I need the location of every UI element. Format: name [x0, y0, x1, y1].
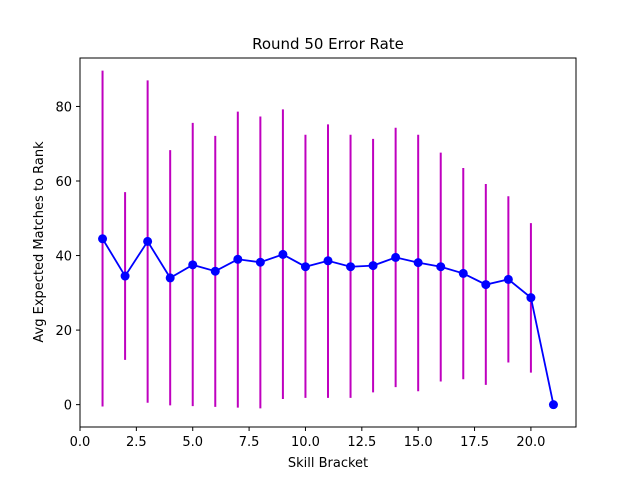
data-point — [188, 260, 198, 270]
x-tick-label: 12.5 — [347, 435, 376, 450]
x-tick-label: 0.0 — [70, 435, 91, 450]
data-point — [526, 293, 536, 303]
data-point — [346, 262, 356, 272]
data-point — [210, 266, 220, 276]
x-tick-label: 5.0 — [182, 435, 203, 450]
plot-frame — [79, 57, 577, 428]
x-tick-label: 2.5 — [126, 435, 147, 450]
data-point — [98, 234, 108, 244]
data-point — [436, 262, 446, 272]
x-tick-label: 17.5 — [460, 435, 489, 450]
data-points-group — [98, 234, 558, 410]
x-tick-label: 20.0 — [516, 435, 545, 450]
data-point — [481, 280, 491, 290]
y-tick-label: 20 — [55, 324, 72, 339]
data-point — [503, 274, 513, 284]
data-point — [278, 249, 288, 259]
x-tick-label: 15.0 — [404, 435, 433, 450]
data-point — [165, 273, 175, 283]
x-tick-label: 10.0 — [291, 435, 320, 450]
data-point — [143, 236, 153, 246]
data-point — [300, 262, 310, 272]
data-point — [391, 252, 401, 262]
y-tick-label: 40 — [55, 250, 72, 265]
data-point — [233, 254, 243, 264]
x-axis: 0.0 2.5 5.0 7.5 10.0 12.5 15.0 17.5 20.0 — [70, 427, 545, 450]
data-point — [323, 256, 333, 266]
chart-title: Round 50 Error Rate — [252, 35, 404, 53]
data-point — [413, 258, 423, 268]
y-tick-label: 60 — [55, 175, 72, 190]
data-point — [255, 257, 265, 267]
y-axis-label: Avg Expected Matches to Rank — [32, 141, 47, 343]
x-tick-label: 7.5 — [239, 435, 260, 450]
y-tick-label: 0 — [64, 399, 72, 414]
x-axis-label: Skill Bracket — [288, 456, 368, 471]
data-point — [548, 400, 558, 410]
y-axis: 0 20 40 60 80 — [55, 100, 80, 414]
data-point — [458, 268, 468, 278]
y-tick-label: 80 — [55, 100, 72, 115]
data-point — [368, 261, 378, 271]
data-point — [120, 271, 130, 281]
